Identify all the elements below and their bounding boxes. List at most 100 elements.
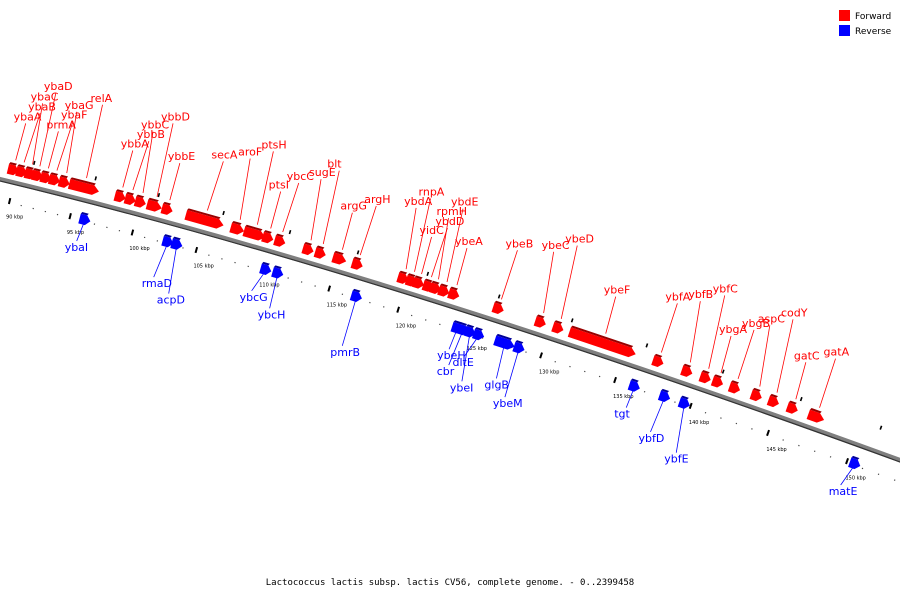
upper-tick <box>497 294 501 299</box>
leader-line-ybgB <box>737 329 755 380</box>
gene-arrow-ybaA <box>6 162 19 176</box>
minor-tick <box>861 467 864 470</box>
leader-line-aroF <box>239 158 251 220</box>
gene-label-ybbB: ybbB <box>137 128 165 141</box>
minor-tick <box>20 204 22 207</box>
minor-tick <box>106 226 108 229</box>
leader-line-ybaA <box>15 123 27 161</box>
gene-label-codY: codY <box>781 306 808 319</box>
leader-line-ptsI <box>270 191 282 229</box>
leader-line-ybbA <box>122 150 134 188</box>
gene-label-matE: matE <box>829 485 858 498</box>
gene-label-pmrB: pmrB <box>330 346 360 359</box>
leader-line-ybaF <box>56 121 74 171</box>
gene-labels: ybaAybaBybaCybaDprmAybaFybaGrelAybaIybbA… <box>14 80 858 498</box>
upper-tick <box>879 425 883 430</box>
minor-tick <box>410 314 413 317</box>
gene-arrow-aspC <box>749 387 762 402</box>
leader-line-glgB <box>496 344 505 379</box>
gene-arrow-ybeD <box>551 320 564 334</box>
gene-label-gatA: gatA <box>824 346 850 359</box>
kbp-tick-label: 115 kbp <box>327 302 347 308</box>
leader-line-ybfE <box>675 404 685 453</box>
kbp-major-tick <box>130 229 135 236</box>
gene-label-ybfB: ybfB <box>688 288 713 301</box>
upper-tick <box>288 229 292 235</box>
gene-arrow-glgB <box>493 333 515 350</box>
leader-line-ybfB <box>689 301 701 363</box>
upper-tick <box>222 210 225 216</box>
gene-label-relA: relA <box>91 92 113 105</box>
leader-line-secA <box>206 161 224 211</box>
legend-reverse-swatch <box>839 25 850 36</box>
gene-label-ybeH: ybeH <box>437 349 466 362</box>
minor-tick <box>143 236 146 239</box>
kbp-tick-label: 120 kbp <box>396 324 416 330</box>
gene-arrow-tgt <box>627 378 640 392</box>
kbp-tick-label: 100 kbp <box>129 246 149 252</box>
gene-label-cbr: cbr <box>437 365 455 378</box>
minor-tick <box>32 207 34 210</box>
legend: Forward Reverse <box>839 10 892 37</box>
kbp-tick-label: 150 kbp <box>845 475 865 481</box>
gene-label-sugE: sugE <box>309 166 336 179</box>
gene-label-argG: argG <box>340 200 367 213</box>
gene-arrow-dltE <box>471 327 485 341</box>
genome-caption: Lactococcus lactis subsp. lactis CV56, c… <box>265 578 635 588</box>
gene-label-ybbA: ybbA <box>121 138 149 151</box>
gene-arrow-ybaB <box>15 164 28 178</box>
minor-tick <box>383 306 385 308</box>
gene-arrow-ybeI <box>463 324 476 338</box>
minor-tick <box>735 422 738 425</box>
minor-tick <box>439 323 441 326</box>
leader-line-ybaB <box>23 113 41 163</box>
minor-tick <box>56 213 59 216</box>
gene-arrow-ybdE <box>437 283 450 297</box>
minor-tick <box>893 479 896 481</box>
leader-line-ybaC <box>32 103 43 165</box>
gene-label-ybdA: ybdA <box>404 195 432 208</box>
gene-arrow-ybeF <box>567 325 636 358</box>
gene-label-rpmH: rpmH <box>436 205 467 218</box>
gene-arrow-prmA <box>39 170 52 184</box>
minor-tick <box>369 301 371 304</box>
gene-arrow-ybfA <box>651 353 664 368</box>
gene-label-ybfA: ybfA <box>665 290 690 303</box>
minor-tick <box>234 261 236 264</box>
gene-arrow-ybcG <box>259 261 272 275</box>
leader-line-prmA <box>48 131 59 169</box>
minor-tick <box>877 473 880 476</box>
kbp-major-tick <box>7 197 12 205</box>
gene-arrow-ybfB <box>680 363 693 377</box>
gene-label-ybeD: ybeD <box>565 233 594 246</box>
kbp-tick-label: 130 kbp <box>539 369 559 375</box>
upper-tick <box>33 160 36 165</box>
gene-label-ptsI: ptsI <box>269 179 289 192</box>
backbone-line <box>0 176 900 463</box>
minor-tick <box>118 229 121 232</box>
gene-label-ybgB: ybgB <box>742 317 770 330</box>
leader-line-ybeI <box>461 333 471 382</box>
gene-label-acpD: acpD <box>157 294 185 307</box>
gene-label-ybeC: ybeC <box>542 239 570 252</box>
minor-tick <box>829 456 832 458</box>
minor-tick <box>341 293 344 295</box>
leader-line-ybdA <box>405 207 417 270</box>
gene-label-ybbE: ybbE <box>168 150 195 163</box>
gene-label-yidC: yidC <box>420 224 445 237</box>
leader-line-ybdE <box>446 208 464 283</box>
gene-label-ybeB: ybeB <box>505 237 533 250</box>
minor-tick <box>525 351 527 353</box>
leader-line-ybbD <box>156 123 174 197</box>
leader-line-acpD <box>168 245 178 294</box>
leader-line-ybaD <box>39 92 57 167</box>
minor-tick <box>182 247 184 249</box>
gene-arrow-ybaD <box>30 168 43 182</box>
gene-label-tgt: tgt <box>614 408 630 421</box>
kbp-major-tick <box>613 376 617 384</box>
gene-arrow-ybbE <box>160 201 173 215</box>
leader-line-gatC <box>795 362 807 400</box>
gene-arrow-ybeM <box>512 340 525 354</box>
leader-line-argH <box>359 205 377 256</box>
gene-arrow-codY <box>766 393 779 408</box>
